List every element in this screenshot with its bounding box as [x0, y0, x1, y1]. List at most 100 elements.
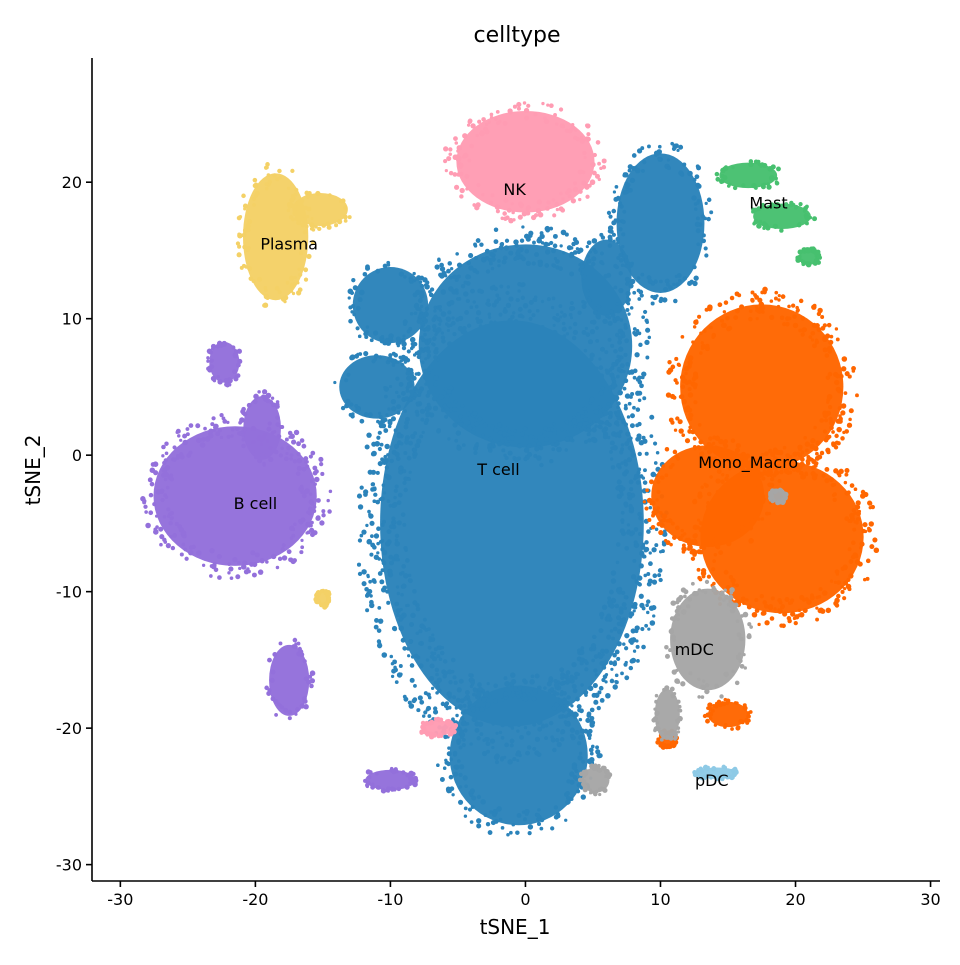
data-point	[188, 423, 194, 428]
data-point	[676, 617, 680, 622]
data-point	[268, 456, 274, 463]
data-point	[608, 660, 614, 666]
data-point	[640, 627, 645, 632]
data-point	[277, 168, 282, 174]
data-point	[430, 686, 435, 691]
data-point	[426, 402, 431, 407]
data-point	[278, 453, 283, 458]
data-point	[596, 752, 602, 759]
data-point	[515, 690, 520, 695]
data-point	[659, 522, 665, 528]
data-point	[636, 148, 643, 154]
data-point	[487, 443, 492, 448]
data-point	[784, 596, 790, 602]
data-point	[587, 438, 592, 443]
data-point	[469, 143, 475, 149]
data-point	[492, 698, 498, 704]
data-point	[390, 674, 395, 679]
data-point	[392, 520, 397, 524]
data-point	[639, 550, 645, 556]
data-point	[630, 574, 637, 580]
data-point	[606, 775, 611, 780]
data-point	[578, 734, 584, 741]
data-point	[731, 669, 735, 674]
data-point	[503, 216, 508, 221]
data-point	[695, 216, 700, 221]
data-point	[348, 318, 353, 324]
data-point	[624, 675, 630, 681]
data-point	[600, 386, 605, 391]
data-point	[727, 325, 733, 331]
data-point	[817, 454, 823, 460]
data-point	[432, 651, 437, 656]
data-point	[443, 670, 448, 676]
data-point	[219, 435, 224, 440]
data-point	[723, 439, 729, 444]
data-point	[246, 402, 252, 408]
data-point	[403, 476, 409, 482]
data-point	[283, 707, 289, 713]
data-point	[818, 587, 823, 592]
data-point	[252, 561, 258, 568]
data-point	[489, 112, 494, 117]
data-point	[811, 304, 817, 310]
data-point	[569, 246, 574, 250]
data-point	[458, 162, 464, 168]
data-point	[631, 604, 636, 609]
data-point	[456, 445, 462, 451]
data-point	[731, 602, 737, 608]
data-point	[314, 469, 319, 474]
data-point	[644, 339, 650, 345]
data-point	[585, 717, 591, 723]
data-point	[319, 520, 325, 526]
data-point	[578, 717, 583, 722]
data-point	[484, 122, 489, 127]
data-point	[746, 475, 752, 481]
data-point	[574, 128, 578, 132]
data-point	[425, 393, 430, 398]
data-point	[549, 427, 554, 432]
data-point	[379, 442, 384, 447]
data-point	[427, 645, 432, 650]
data-point	[237, 358, 243, 364]
data-point	[536, 455, 542, 461]
data-point	[565, 795, 571, 801]
data-point	[706, 574, 712, 579]
data-point	[464, 689, 470, 695]
data-point	[436, 327, 442, 333]
data-point	[347, 215, 352, 220]
data-point	[641, 644, 646, 650]
data-point	[406, 455, 412, 461]
data-point	[560, 207, 566, 213]
data-point	[493, 683, 498, 689]
data-point	[380, 587, 387, 593]
data-point	[747, 519, 751, 523]
data-point	[800, 316, 806, 321]
data-point	[530, 674, 535, 679]
data-point	[755, 317, 759, 321]
data-point	[675, 380, 679, 385]
data-point	[286, 445, 291, 451]
data-point	[589, 179, 596, 186]
data-point	[642, 396, 647, 401]
data-point	[281, 543, 286, 547]
data-point	[822, 429, 827, 434]
data-point	[804, 221, 809, 226]
data-point	[440, 289, 447, 295]
data-point	[698, 439, 704, 445]
data-point	[635, 407, 641, 412]
data-point	[165, 543, 171, 549]
data-point	[291, 439, 297, 445]
data-point	[321, 509, 326, 514]
data-point	[572, 237, 578, 242]
data-point	[236, 348, 242, 354]
data-point	[314, 476, 320, 483]
data-point	[618, 609, 624, 615]
data-point	[357, 297, 363, 303]
data-point	[450, 657, 456, 663]
data-point	[319, 461, 324, 467]
data-point	[769, 314, 775, 320]
data-point	[575, 136, 580, 142]
data-point	[453, 680, 458, 685]
